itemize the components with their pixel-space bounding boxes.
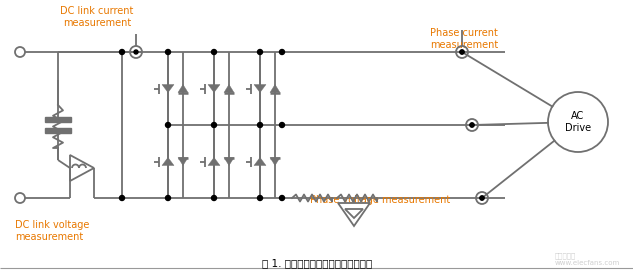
Circle shape — [460, 50, 464, 54]
Circle shape — [258, 195, 263, 200]
Polygon shape — [178, 158, 188, 165]
Text: 图 1. 三相逆变器中的电流和电压测量: 图 1. 三相逆变器中的电流和电压测量 — [262, 258, 372, 268]
Polygon shape — [208, 158, 220, 165]
Circle shape — [211, 49, 216, 54]
Polygon shape — [270, 158, 280, 165]
Circle shape — [120, 49, 125, 54]
Circle shape — [211, 123, 216, 128]
Polygon shape — [178, 85, 188, 93]
Polygon shape — [270, 85, 280, 93]
Text: Phase voltage measurement: Phase voltage measurement — [310, 195, 450, 205]
Polygon shape — [254, 158, 266, 165]
Text: AC
Drive: AC Drive — [565, 111, 591, 133]
Circle shape — [470, 123, 474, 127]
Text: DC link current
measurement: DC link current measurement — [60, 6, 134, 28]
Polygon shape — [162, 85, 174, 93]
Polygon shape — [224, 85, 234, 93]
Text: Phase current
measurement: Phase current measurement — [430, 28, 498, 49]
Circle shape — [460, 50, 464, 54]
Circle shape — [134, 50, 138, 54]
Polygon shape — [254, 85, 266, 93]
Polygon shape — [208, 85, 220, 93]
Circle shape — [280, 195, 284, 200]
Circle shape — [480, 196, 484, 200]
Circle shape — [470, 123, 474, 127]
Bar — [45, 117, 71, 122]
Text: 电子发烧友
www.elecfans.com: 电子发烧友 www.elecfans.com — [555, 252, 620, 266]
Circle shape — [120, 195, 125, 200]
Text: DC link voltage
measurement: DC link voltage measurement — [15, 220, 89, 242]
Circle shape — [211, 195, 216, 200]
Circle shape — [165, 123, 170, 128]
Bar — [45, 128, 71, 133]
Circle shape — [165, 49, 170, 54]
Circle shape — [258, 49, 263, 54]
Circle shape — [480, 196, 484, 200]
Circle shape — [280, 49, 284, 54]
Polygon shape — [224, 158, 234, 165]
Circle shape — [280, 123, 284, 128]
Circle shape — [165, 195, 170, 200]
Polygon shape — [162, 158, 174, 165]
Circle shape — [258, 123, 263, 128]
